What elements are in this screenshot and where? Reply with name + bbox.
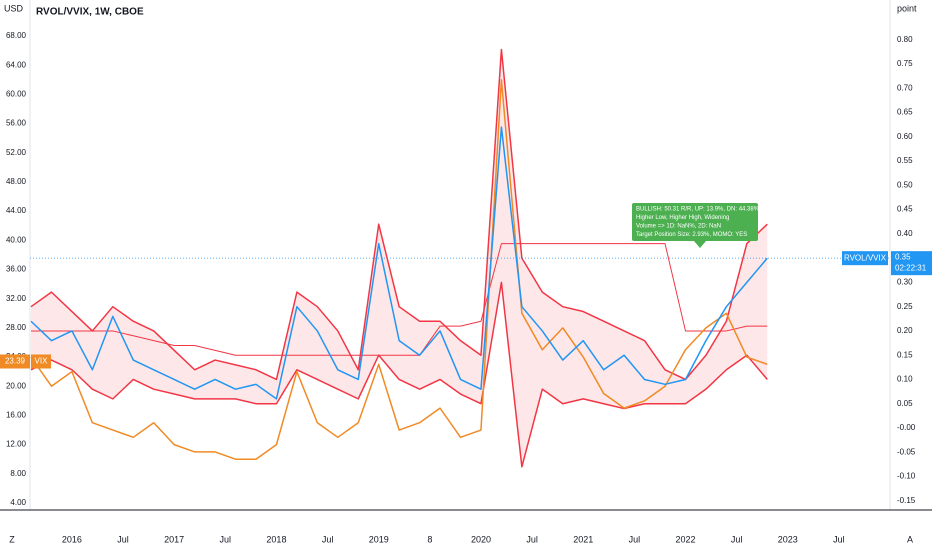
y2-tick-label: 0.50 (897, 180, 913, 189)
chart-title: RVOL/VVIX, 1W, CBOE (36, 7, 144, 18)
y-tick-label: 12.00 (6, 440, 27, 449)
x-tick-label: 2019 (369, 534, 389, 544)
y-tick-label: 60.00 (6, 89, 27, 98)
y-tick-label: 48.00 (6, 177, 27, 186)
y2-tick-label: 0.30 (897, 278, 913, 287)
x-tick-label: 8 (427, 534, 432, 544)
y-tick-label: 28.00 (6, 323, 27, 332)
x-tick-label: Jul (220, 534, 232, 544)
y2-tick-label: 0.05 (897, 399, 913, 408)
y2-tick-label: 0.40 (897, 229, 913, 238)
x-tick-label: Jul (526, 534, 538, 544)
countdown: 02:22:31 (895, 263, 927, 272)
series-line (31, 243, 768, 356)
annotation-line: Volume => 1D: NaN%, 2D: NaN (636, 224, 721, 230)
x-tick-label: 2023 (778, 534, 798, 544)
series-line (30, 48, 768, 381)
y-tick-label: 64.00 (6, 60, 27, 69)
y2-unit: point (897, 3, 917, 13)
x-tick-label: 2018 (266, 534, 286, 544)
x-tick-label: Jul (731, 534, 743, 544)
series-line (30, 281, 768, 468)
x-tick-label: 2022 (675, 534, 695, 544)
annotation-pointer (694, 241, 706, 248)
y2-tick-label: 0.70 (897, 83, 913, 92)
y2-tick-label: -0.00 (897, 423, 916, 432)
y-tick-label: 36.00 (6, 265, 27, 274)
vix-price-tag (0, 354, 30, 369)
y2-tick-label: 0.20 (897, 326, 913, 335)
x-tick-label: 2021 (573, 534, 593, 544)
vix-name: VIX (35, 357, 49, 366)
vix-name-tag (31, 354, 51, 369)
y2-tick-label: 0.55 (897, 156, 913, 165)
y2-tick-label: -0.10 (897, 472, 916, 481)
annotation-box (632, 203, 758, 241)
y2-tick-label: 0.15 (897, 350, 913, 359)
y-tick-label: 8.00 (10, 469, 26, 478)
y2-tick-label: 0.10 (897, 375, 913, 384)
annotation-line: Target Position Size: 2.93%, MOMO: YES (636, 232, 747, 238)
y-tick-label: 16.00 (6, 411, 27, 420)
x-tick-label: 2017 (164, 534, 184, 544)
series-line (30, 126, 768, 400)
annotation-line: Higher Low, Higher High, Widening (636, 215, 729, 221)
y-tick-label: 56.00 (6, 119, 27, 128)
x-tick-label: 2020 (471, 534, 491, 544)
y2-tick-label: -0.05 (897, 447, 916, 456)
corner-left[interactable]: Z (9, 534, 15, 544)
annotation-line: BULLISH: 50.31 R/R, UP: 13.9%, DN: 44.38… (636, 207, 760, 213)
vix-price: 23.39 (5, 357, 26, 366)
y2-tick-label: 0.60 (897, 132, 913, 141)
y2-tick-label: 0.75 (897, 59, 913, 68)
y-tick-label: 4.00 (10, 498, 26, 507)
y2-tick-label: -0.15 (897, 496, 916, 505)
rvol-name-tag (842, 251, 888, 266)
y2-tick-label: 0.45 (897, 205, 913, 214)
y-tick-label: 52.00 (6, 148, 27, 157)
y-tick-label: 44.00 (6, 206, 27, 215)
x-tick-label: Jul (322, 534, 334, 544)
rvol-name: RVOL/VVIX (844, 253, 887, 262)
y-tick-label: 40.00 (6, 235, 27, 244)
y-unit: USD (4, 3, 24, 13)
rvol-price-tag (891, 251, 932, 276)
series-line (30, 79, 768, 460)
y-tick-label: 68.00 (6, 31, 27, 40)
y2-tick-label: 0.25 (897, 302, 913, 311)
y-tick-label: 32.00 (6, 294, 27, 303)
annotation: BULLISH: 50.31 R/R, UP: 13.9%, DN: 44.38… (632, 203, 760, 248)
band-fill (31, 49, 768, 467)
y2-tick-label: 0.65 (897, 108, 913, 117)
y2-tick-label: 0.80 (897, 35, 913, 44)
x-tick-label: 2016 (62, 534, 82, 544)
rvol-price: 0.35 (895, 252, 911, 261)
x-tick-label: Jul (629, 534, 641, 544)
y-tick-label: 20.00 (6, 381, 27, 390)
corner-right[interactable]: A (907, 534, 913, 544)
x-tick-label: Jul (833, 534, 845, 544)
x-tick-label: Jul (117, 534, 129, 544)
